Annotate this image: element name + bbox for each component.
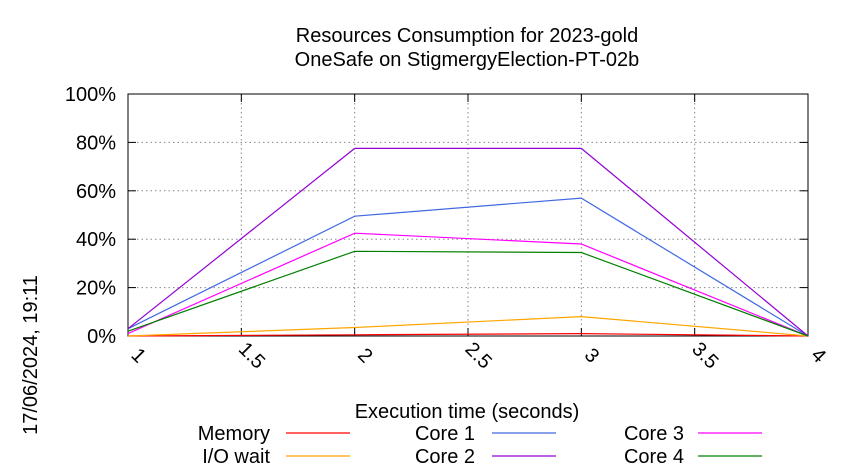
y-tick-label: 100% (65, 84, 116, 106)
chart-subtitle: OneSafe on StigmergyElection-PT-02b (295, 49, 640, 71)
x-axis-label: Execution time (seconds) (355, 401, 580, 423)
legend-label: I/O wait (202, 446, 270, 468)
series-line-core-4 (127, 250, 809, 337)
legend-label: Core 1 (415, 423, 475, 445)
x-tick-label: 4 (807, 344, 830, 367)
x-tick-label: 3 (580, 344, 603, 367)
side-label: 17/06/2024, 19:11 (20, 275, 42, 435)
y-tick-label: 80% (76, 132, 116, 154)
legend-label: Core 2 (415, 446, 475, 468)
y-tick-label: 60% (76, 181, 116, 203)
x-tick-label: 3.5 (687, 338, 722, 373)
chart-title: Resources Consumption for 2023-gold (296, 25, 638, 47)
legend-label: Core 3 (624, 423, 684, 445)
axes: 0% 20% 40% 60% 80% 100% 1 1.5 2 2.5 3 3.5 4 (65, 84, 830, 373)
series-line-core-3 (127, 232, 809, 337)
x-tick-label: 1 (127, 344, 150, 367)
x-tick-label: 2.5 (461, 338, 496, 373)
y-tick-label: 20% (76, 278, 116, 300)
series-lines (127, 147, 809, 337)
legend-label: Core 4 (624, 446, 684, 468)
y-tick-label: 40% (76, 229, 116, 251)
series-line-core-1 (127, 197, 809, 337)
plot-border (127, 93, 809, 337)
series-line-core-2 (127, 147, 809, 337)
series-line-memory (127, 332, 809, 337)
grid (127, 93, 809, 337)
legend-label: Memory (198, 423, 270, 445)
y-tick-label: 0% (87, 326, 116, 348)
x-tick-label: 1.5 (234, 338, 269, 373)
series-line-i-o-wait (127, 315, 809, 337)
x-tick-label: 2 (353, 344, 376, 367)
